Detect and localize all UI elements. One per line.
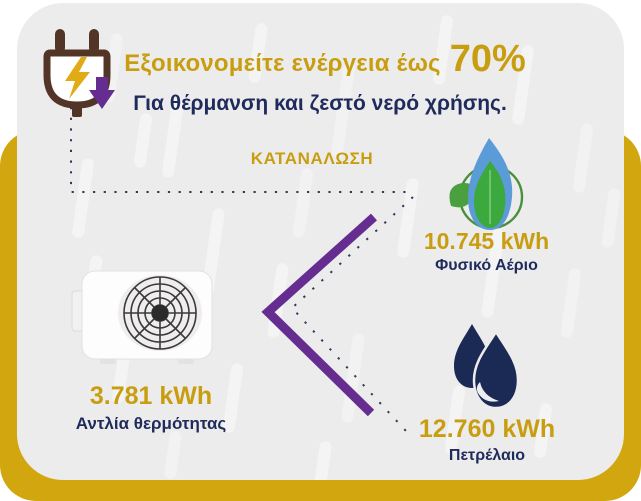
heat-pump-label: Αντλία θερμότητας — [75, 414, 227, 433]
subtitle-text: Για θέρμανση και ζεστό νερό χρήσης. — [133, 92, 507, 115]
natural-gas-flame-icon — [449, 138, 524, 230]
background-streak — [572, 122, 594, 194]
consumption-label: ΚΑΤΑΝΑΛΩΣΗ — [250, 149, 374, 168]
oil-drops-icon — [454, 324, 520, 410]
lightning-icon — [65, 57, 90, 99]
title-percent: 70% — [449, 38, 526, 80]
background-streak — [133, 112, 153, 169]
background-streak — [313, 440, 333, 480]
background-streak — [292, 167, 314, 239]
plug-energy-icon — [43, 29, 115, 117]
background-streak — [71, 157, 95, 239]
natural-gas-stat: 10.745 kWh Φυσικό Αέριο — [399, 228, 574, 275]
background-streak — [560, 267, 582, 339]
page-title: Εξοικονομείτε ενέργεια έως 70% — [100, 38, 550, 88]
background-streak — [163, 430, 183, 480]
natural-gas-value: 10.745 kWh — [423, 228, 550, 254]
background-streak — [340, 332, 366, 424]
heat-pump-image — [71, 270, 213, 364]
natural-gas-label: Φυσικό Αέριο — [435, 257, 538, 274]
heat-pump-stat: 3.781 kWh Αντλία θερμότητας — [62, 382, 240, 434]
title-text: Εξοικονομείτε ενέργεια έως — [124, 50, 441, 77]
arrow-down-icon — [89, 77, 115, 109]
background-streak — [266, 262, 290, 339]
heat-pump-value: 3.781 kWh — [89, 382, 213, 410]
background-streak — [600, 187, 622, 249]
oil-value: 12.760 kWh — [418, 415, 556, 443]
oil-label: Πετρέλαιο — [448, 447, 526, 464]
oil-stat: 12.760 kWh Πετρέλαιο — [398, 415, 576, 465]
